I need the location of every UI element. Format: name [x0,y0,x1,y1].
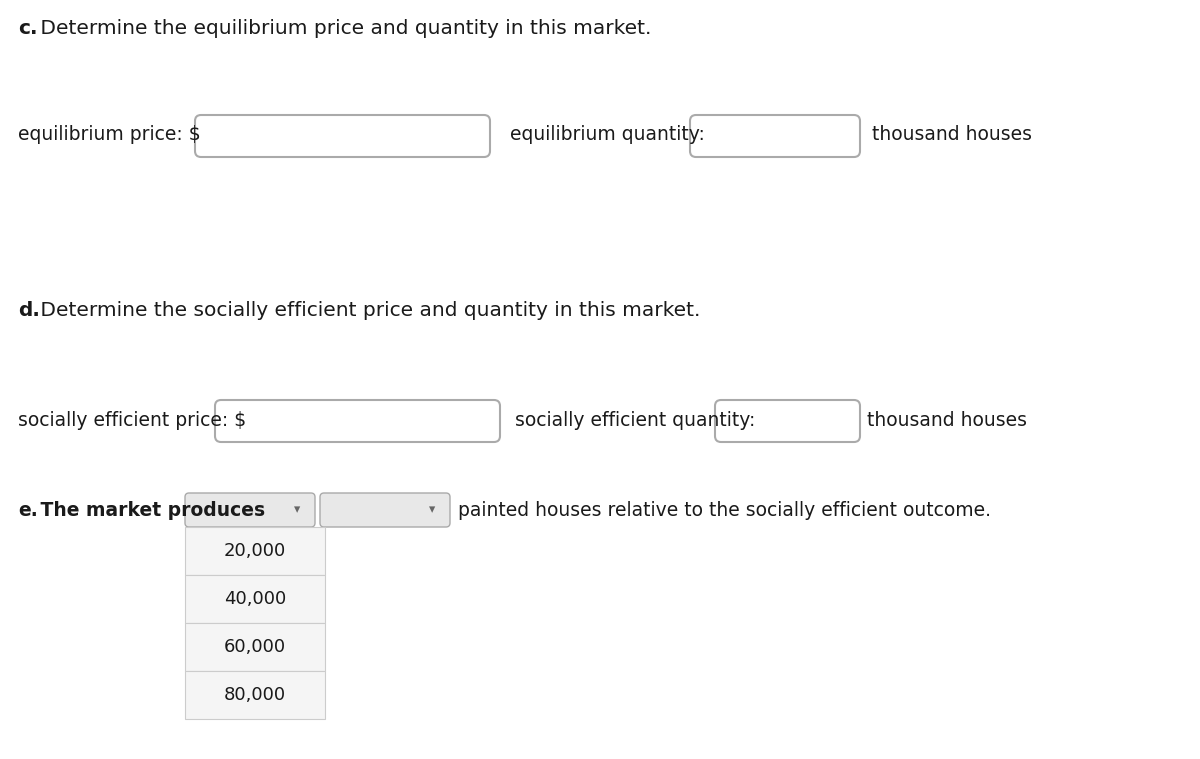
Text: e.: e. [18,500,37,519]
Bar [185,575,325,623]
Bar [185,527,325,575]
Text: equilibrium price: $: equilibrium price: $ [18,125,200,144]
Text: Determine the socially efficient price and quantity in this market.: Determine the socially efficient price a… [34,301,701,320]
Text: d.: d. [18,301,40,320]
Text: 40,000: 40,000 [224,590,286,608]
Text: 80,000: 80,000 [224,686,286,704]
Bar [185,623,325,671]
FancyBboxPatch shape [690,115,860,157]
Text: 60,000: 60,000 [224,638,286,656]
Text: ▾: ▾ [428,503,436,517]
Text: socially efficient price: $: socially efficient price: $ [18,411,246,430]
Text: c.: c. [18,18,37,37]
Text: The market produces: The market produces [34,500,265,519]
Text: Determine the equilibrium price and quantity in this market.: Determine the equilibrium price and quan… [34,18,652,37]
FancyBboxPatch shape [715,400,860,442]
Text: thousand houses: thousand houses [872,125,1032,144]
FancyBboxPatch shape [194,115,490,157]
Text: equilibrium quantity:: equilibrium quantity: [510,125,704,144]
Text: thousand houses: thousand houses [866,411,1027,430]
FancyBboxPatch shape [215,400,500,442]
Text: 20,000: 20,000 [224,542,286,560]
FancyBboxPatch shape [185,493,314,527]
FancyBboxPatch shape [320,493,450,527]
Text: socially efficient quantity:: socially efficient quantity: [515,411,755,430]
Bar [185,671,325,719]
Text: ▾: ▾ [294,503,300,517]
Text: painted houses relative to the socially efficient outcome.: painted houses relative to the socially … [458,500,991,519]
